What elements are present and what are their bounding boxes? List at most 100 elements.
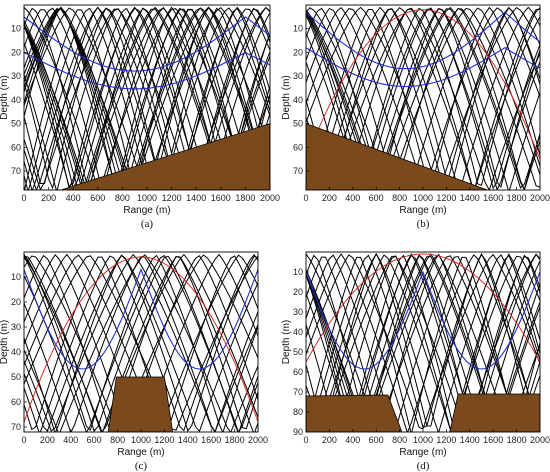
ray-black <box>24 254 258 432</box>
y-tick-label: 50 <box>293 347 303 357</box>
x-tick-label: 200 <box>40 435 55 445</box>
y-tick-label: 50 <box>11 372 21 382</box>
x-tick-label: 1600 <box>483 193 503 203</box>
x-tick-label: 0 <box>21 435 26 445</box>
ray-black <box>24 255 258 431</box>
y-tick-label: 10 <box>293 24 303 34</box>
ray-black <box>24 254 258 432</box>
x-tick-label: 200 <box>322 193 337 203</box>
x-tick-label: 1200 <box>436 435 456 445</box>
x-tick-label: 1000 <box>131 435 151 445</box>
x-tick-label: 800 <box>392 193 407 203</box>
y-tick-label: 50 <box>11 119 21 129</box>
y-tick-label: 50 <box>293 119 303 129</box>
y-axis-label: Depth (m) <box>0 75 10 119</box>
x-tick-label: 0 <box>303 193 308 203</box>
x-tick-label: 1800 <box>235 193 255 203</box>
x-tick-label: 1800 <box>507 435 527 445</box>
ray-black <box>306 6 540 187</box>
ray-black <box>306 6 540 190</box>
y-tick-label: 40 <box>11 347 21 357</box>
ray-black <box>306 7 540 190</box>
y-tick-label: 10 <box>11 24 21 34</box>
ray-blue <box>24 51 270 90</box>
x-axis-label: Range (m) <box>399 447 446 458</box>
ray-red <box>306 9 540 160</box>
plot-area <box>24 253 258 432</box>
x-tick-label: 1600 <box>483 435 503 445</box>
y-axis-label: Depth (m) <box>281 320 292 364</box>
ray-black <box>24 9 270 190</box>
y-tick-label: 30 <box>11 71 21 81</box>
x-tick-label: 800 <box>115 193 130 203</box>
ray-black <box>306 6 540 190</box>
plot-area <box>306 252 540 432</box>
x-tick-label: 600 <box>369 435 384 445</box>
y-axis-label: Depth (m) <box>0 320 10 364</box>
panel-b: 0 200 400 600 800 1000 1200 1400 1600 1800 2000 10 2… <box>281 4 550 230</box>
y-tick-label: 20 <box>293 287 303 297</box>
x-axis-label: Range (m) <box>123 205 170 216</box>
y-tick-label: 60 <box>11 397 21 407</box>
ray-red <box>306 253 540 363</box>
y-tick-label: 70 <box>293 166 303 176</box>
ray-black <box>306 8 540 189</box>
ray-blue <box>24 267 258 370</box>
ray-black <box>24 7 270 190</box>
ray-black <box>306 253 540 430</box>
ray-black <box>24 6 270 190</box>
seabed <box>107 376 174 432</box>
x-tick-label: 400 <box>345 193 360 203</box>
y-tick-label: 10 <box>293 267 303 277</box>
y-tick-label: 80 <box>293 407 303 417</box>
ray-black <box>306 256 540 432</box>
ray-black <box>306 254 540 432</box>
ray-black <box>24 253 258 432</box>
x-tick-label: 0 <box>21 193 26 203</box>
x-tick-label: 2000 <box>248 435 268 445</box>
ray-blue <box>306 11 540 70</box>
ray-black <box>306 7 540 190</box>
x-tick-label: 1000 <box>137 193 157 203</box>
panel-caption: (b) <box>417 218 430 230</box>
x-tick-label: 1800 <box>507 193 527 203</box>
x-tick-label: 2000 <box>530 193 550 203</box>
y-tick-label: 70 <box>293 387 303 397</box>
panel-a: 0 200 400 600 800 1000 1200 1400 1600 1800 2000 10 2… <box>0 4 280 230</box>
ray-black <box>24 7 270 190</box>
x-tick-label: 400 <box>66 193 81 203</box>
seabed <box>24 123 270 190</box>
ray-black <box>24 7 270 190</box>
x-tick-label: 1200 <box>436 193 456 203</box>
ray-black <box>306 253 540 432</box>
ray-black <box>24 6 270 190</box>
x-tick-label: 1400 <box>186 193 206 203</box>
seabed <box>306 123 488 190</box>
x-tick-label: 600 <box>90 193 105 203</box>
panel-caption: (d) <box>417 460 430 472</box>
y-tick-label: 30 <box>11 322 21 332</box>
y-tick-label: 10 <box>11 272 21 282</box>
ray-black <box>24 7 270 190</box>
ray-black <box>306 8 540 190</box>
x-tick-label: 1200 <box>154 435 174 445</box>
x-tick-label: 200 <box>41 193 56 203</box>
panel-caption: (a) <box>141 218 154 230</box>
ray-red <box>24 256 258 423</box>
ray-black <box>24 254 258 432</box>
y-tick-label: 90 <box>293 427 303 437</box>
panel-c: 0 200 400 600 800 1000 1200 1400 1600 1800 2000 10 2… <box>0 251 268 472</box>
y-tick-label: 60 <box>11 142 21 152</box>
y-tick-label: 20 <box>293 47 303 57</box>
ray-black <box>306 6 540 190</box>
plot-area <box>306 6 540 190</box>
y-axis-label: Depth (m) <box>281 75 292 119</box>
ray-black <box>306 7 540 190</box>
x-axis-label: Range (m) <box>117 447 164 458</box>
x-tick-label: 0 <box>303 435 308 445</box>
x-tick-label: 1000 <box>413 435 433 445</box>
ray-black <box>24 7 270 190</box>
y-tick-label: 40 <box>293 327 303 337</box>
x-tick-label: 2000 <box>530 435 550 445</box>
